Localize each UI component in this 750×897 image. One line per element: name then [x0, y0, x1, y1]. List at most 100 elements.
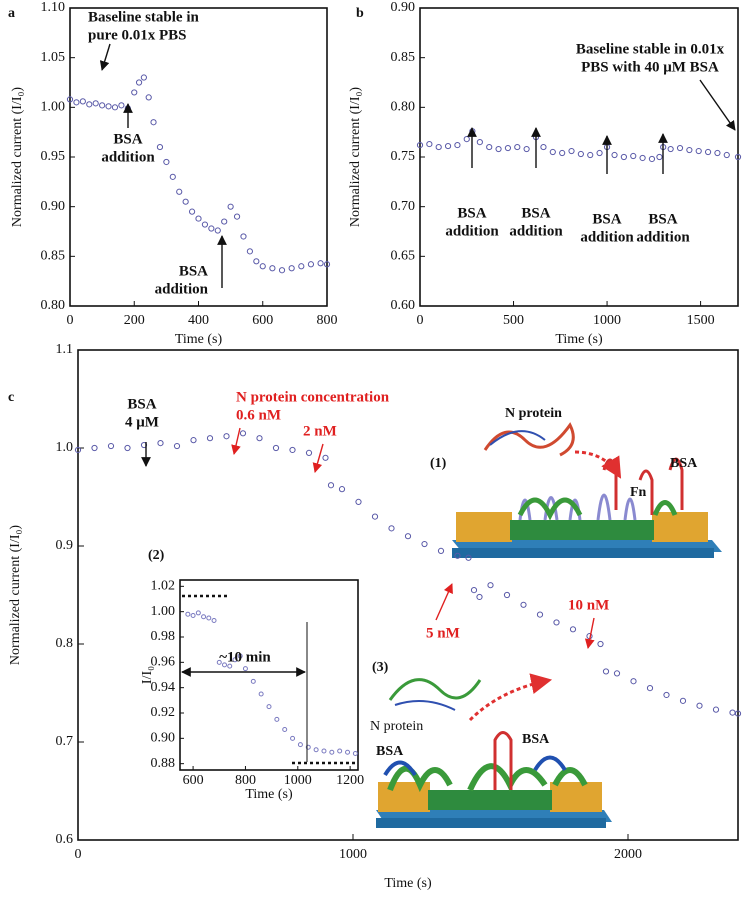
y-tick-label: 0.60 — [391, 298, 416, 313]
annotation: BSA — [648, 211, 677, 227]
y-tick-label: 1.05 — [41, 50, 66, 65]
data-point — [99, 102, 106, 109]
schematic-label: BSA — [522, 732, 550, 747]
x-tick-label: 800 — [235, 773, 256, 788]
annotation: 4 μM — [125, 414, 159, 430]
y-axis-title: I/I₀ — [140, 666, 155, 684]
data-point — [201, 221, 209, 228]
x-tick-label: 1000 — [593, 313, 621, 328]
data-point — [404, 533, 412, 540]
data-point — [214, 227, 221, 234]
schematic-label: BSA — [376, 744, 404, 759]
x-tick-label: 500 — [503, 313, 524, 328]
annotation: BSA — [592, 211, 621, 227]
annotation: N protein concentration — [236, 389, 390, 405]
annotation: BSA — [179, 263, 208, 279]
data-point — [298, 263, 305, 270]
y-tick-label: 1.1 — [56, 342, 74, 357]
data-point — [239, 430, 247, 437]
data-point — [288, 265, 295, 272]
x-tick-label: 0 — [75, 847, 82, 862]
data-point — [274, 716, 280, 722]
data-point — [240, 233, 247, 240]
data-point — [587, 151, 594, 159]
data-point — [182, 198, 189, 205]
annotation: addition — [445, 223, 499, 239]
data-point — [227, 203, 234, 210]
data-point — [156, 143, 164, 151]
data-point — [712, 706, 720, 713]
data-point — [206, 435, 214, 442]
annotation: addition — [509, 223, 563, 239]
data-point — [201, 614, 207, 620]
data-point — [190, 612, 196, 618]
data-point — [322, 454, 329, 461]
data-point — [188, 208, 196, 215]
y-tick-label: 0.70 — [391, 199, 416, 214]
x-tick-label: 1200 — [336, 773, 364, 788]
data-point — [169, 173, 176, 180]
data-point — [269, 265, 276, 272]
x-tick-label: 1000 — [284, 773, 312, 788]
annotation: 0.6 nM — [236, 407, 281, 423]
y-tick-label: 0.90 — [41, 199, 66, 214]
data-point — [66, 96, 74, 103]
arrow — [435, 583, 453, 621]
data-point — [476, 593, 483, 601]
data-point — [124, 444, 131, 452]
y-axis-title: Normalized current (I/I₀) — [10, 87, 25, 227]
x-axis-title: Time (s) — [384, 876, 432, 891]
annotation: addition — [580, 229, 634, 245]
annotation: BSA — [127, 396, 156, 412]
data-point — [313, 747, 319, 753]
data-point — [648, 155, 656, 163]
data-point — [437, 547, 445, 555]
annotation: addition — [155, 281, 209, 297]
x-tick-label: 1000 — [339, 847, 367, 862]
data-point — [305, 744, 311, 750]
data-point — [195, 610, 201, 616]
y-tick-label: 0.98 — [151, 629, 176, 644]
data-point — [140, 74, 147, 81]
y-tick-label: 0.88 — [151, 756, 176, 771]
data-point — [602, 668, 610, 675]
data-point — [131, 89, 138, 96]
x-tick-label: 600 — [183, 773, 204, 788]
data-point — [630, 152, 637, 160]
data-point — [86, 101, 93, 108]
data-point — [656, 153, 663, 161]
y-tick-label: 1.0 — [56, 440, 74, 455]
arrow — [584, 617, 595, 649]
y-tick-label: 0.90 — [391, 0, 416, 15]
y-tick-label: 1.00 — [151, 604, 176, 619]
data-point — [388, 525, 395, 532]
data-point — [307, 261, 315, 268]
data-point — [686, 146, 693, 154]
annotation: 5 nM — [426, 625, 460, 641]
x-axis-title: Time (s) — [175, 332, 223, 347]
x-tick-label: 400 — [188, 313, 209, 328]
data-point — [321, 748, 327, 754]
y-tick-label: 0.7 — [56, 734, 74, 749]
x-tick-label: 1500 — [687, 313, 715, 328]
data-point — [421, 540, 428, 548]
y-tick-label: 0.85 — [41, 249, 66, 264]
data-point — [195, 215, 202, 222]
data-point — [250, 678, 256, 684]
data-point — [232, 657, 238, 663]
data-point — [173, 442, 181, 450]
data-point — [676, 144, 684, 152]
data-point — [317, 260, 324, 267]
data-point — [470, 587, 478, 594]
data-point — [305, 449, 313, 456]
x-tick-label: 800 — [317, 313, 338, 328]
data-point — [79, 98, 86, 105]
data-point — [553, 619, 560, 626]
x-tick-label: 600 — [252, 313, 273, 328]
data-point — [258, 691, 264, 697]
chart-panel: c 0.6 0.7 0.8 0.9 1.0 1.1 0 1000 2000 Time (s) Norm… — [8, 342, 742, 891]
data-point — [237, 653, 243, 659]
annotation: ~10 min — [219, 649, 271, 665]
data-point — [597, 640, 604, 648]
